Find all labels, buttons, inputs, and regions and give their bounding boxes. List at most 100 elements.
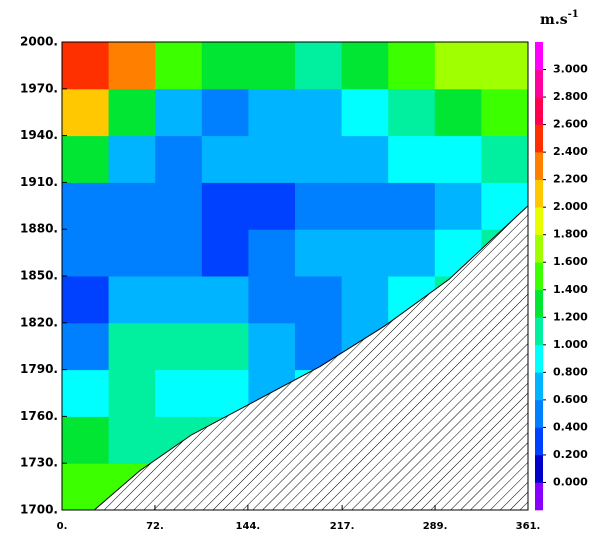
colorbar-bin [535,399,543,428]
y-tick-label: 1850. [20,269,58,283]
field-cell [108,369,156,417]
y-tick-label: 1760. [20,409,58,423]
field-cell [248,229,296,277]
field-cell [62,322,110,371]
field-cell [62,369,110,417]
field-cell [155,229,203,277]
colorbar-tick-label: 2.200 [553,173,588,186]
x-tick-label: 289. [423,521,448,532]
field-cell [341,276,389,324]
field-cell [388,229,436,277]
field-cell [108,135,156,183]
field-cell [248,135,296,183]
field-cell [201,42,249,90]
units: m.s-1 [540,9,579,29]
field-cell [434,182,482,230]
field-cell [155,88,203,137]
field-cell [295,229,343,277]
y-tick-label: 1940. [20,128,58,142]
y-tick-label: 1970. [20,81,58,95]
x-tick-label: 361. [516,521,541,532]
colorbar-tick-label: 2.400 [553,145,588,158]
field-cell [155,135,203,183]
field-cell [62,276,110,324]
colorbar-bin [535,97,543,125]
colorbar-bin [535,317,543,346]
field-cell [62,229,110,277]
field-cell [201,88,249,137]
y-tick-label: 1700. [20,503,58,517]
colorbar-tick-label: 1.400 [553,283,588,296]
colorbar-tick-label: 0.800 [553,365,588,378]
field-cell [108,276,156,324]
y-tick-label: 1730. [20,456,58,470]
colorbar-bin [535,454,543,483]
field-cell [248,182,296,230]
y-tick-label: 1790. [20,362,58,376]
field-cell [108,42,156,90]
colorbar-tick-label: 1.600 [553,255,588,268]
field-cell [201,229,249,277]
field-cell [248,322,296,371]
colorbar-bin [535,179,543,208]
field-cell [155,369,203,417]
field-cell [388,42,436,90]
field-cell [341,88,389,137]
y-tick-label: 1880. [20,222,58,236]
field-cell [341,229,389,277]
field-cell [295,88,343,137]
field-cell [388,88,436,137]
field-cell [201,182,249,230]
colorbar-bin [535,234,543,263]
colorbar-tick-label: 2.800 [553,90,588,103]
field-cell [108,416,156,464]
field-cell [481,42,529,90]
field-cell [434,88,482,137]
colorbar-tick-label: 2.000 [553,200,588,213]
x-tick-label: 144. [236,521,261,532]
field-cell [62,416,110,464]
colorbar-tick-label: 1.200 [553,310,588,323]
field-cell [341,135,389,183]
field-cell [108,182,156,230]
field-cell [388,135,436,183]
field-cell [62,182,110,230]
field-cell [62,42,110,90]
x-tick-label: 217. [330,521,355,532]
x-tick-label: 0. [57,521,68,532]
field-cell [248,42,296,90]
colorbar-bin [535,124,543,153]
colorbar-bin [535,207,543,236]
colorbar-bin [535,69,543,98]
field-cell [248,276,296,324]
x-tick-label: 72. [146,521,164,532]
colorbar-tick-label: 0.200 [553,448,588,461]
field-cell [108,88,156,137]
field-cell [295,135,343,183]
colorbar-tick-label: 1.800 [553,228,588,241]
field-cell [108,229,156,277]
colorbar-bin [535,262,543,291]
colorbar-bin [535,152,543,180]
field-cell [434,135,482,183]
colorbar-bin [535,289,543,318]
field-cell [341,182,389,230]
field-cell [108,322,156,371]
field-cell [201,135,249,183]
colorbar-tick-label: 0.000 [553,475,588,488]
field-cell [481,135,529,183]
field-cell [201,322,249,371]
field-cell [341,42,389,90]
colorbar-tick-label: 1.000 [553,338,588,351]
field-cell [248,88,296,137]
colorbar-tick-label: 2.600 [553,118,588,131]
field-cell [295,276,343,324]
y-tick-label: 2000. [20,35,58,49]
field-cell [155,276,203,324]
colorbar-bin [535,344,543,373]
units-base: m.s [540,12,568,28]
colorbar-tick-label: 3.000 [553,63,588,76]
colorbar-tick-label: 0.400 [553,420,588,433]
field-cell [155,322,203,371]
